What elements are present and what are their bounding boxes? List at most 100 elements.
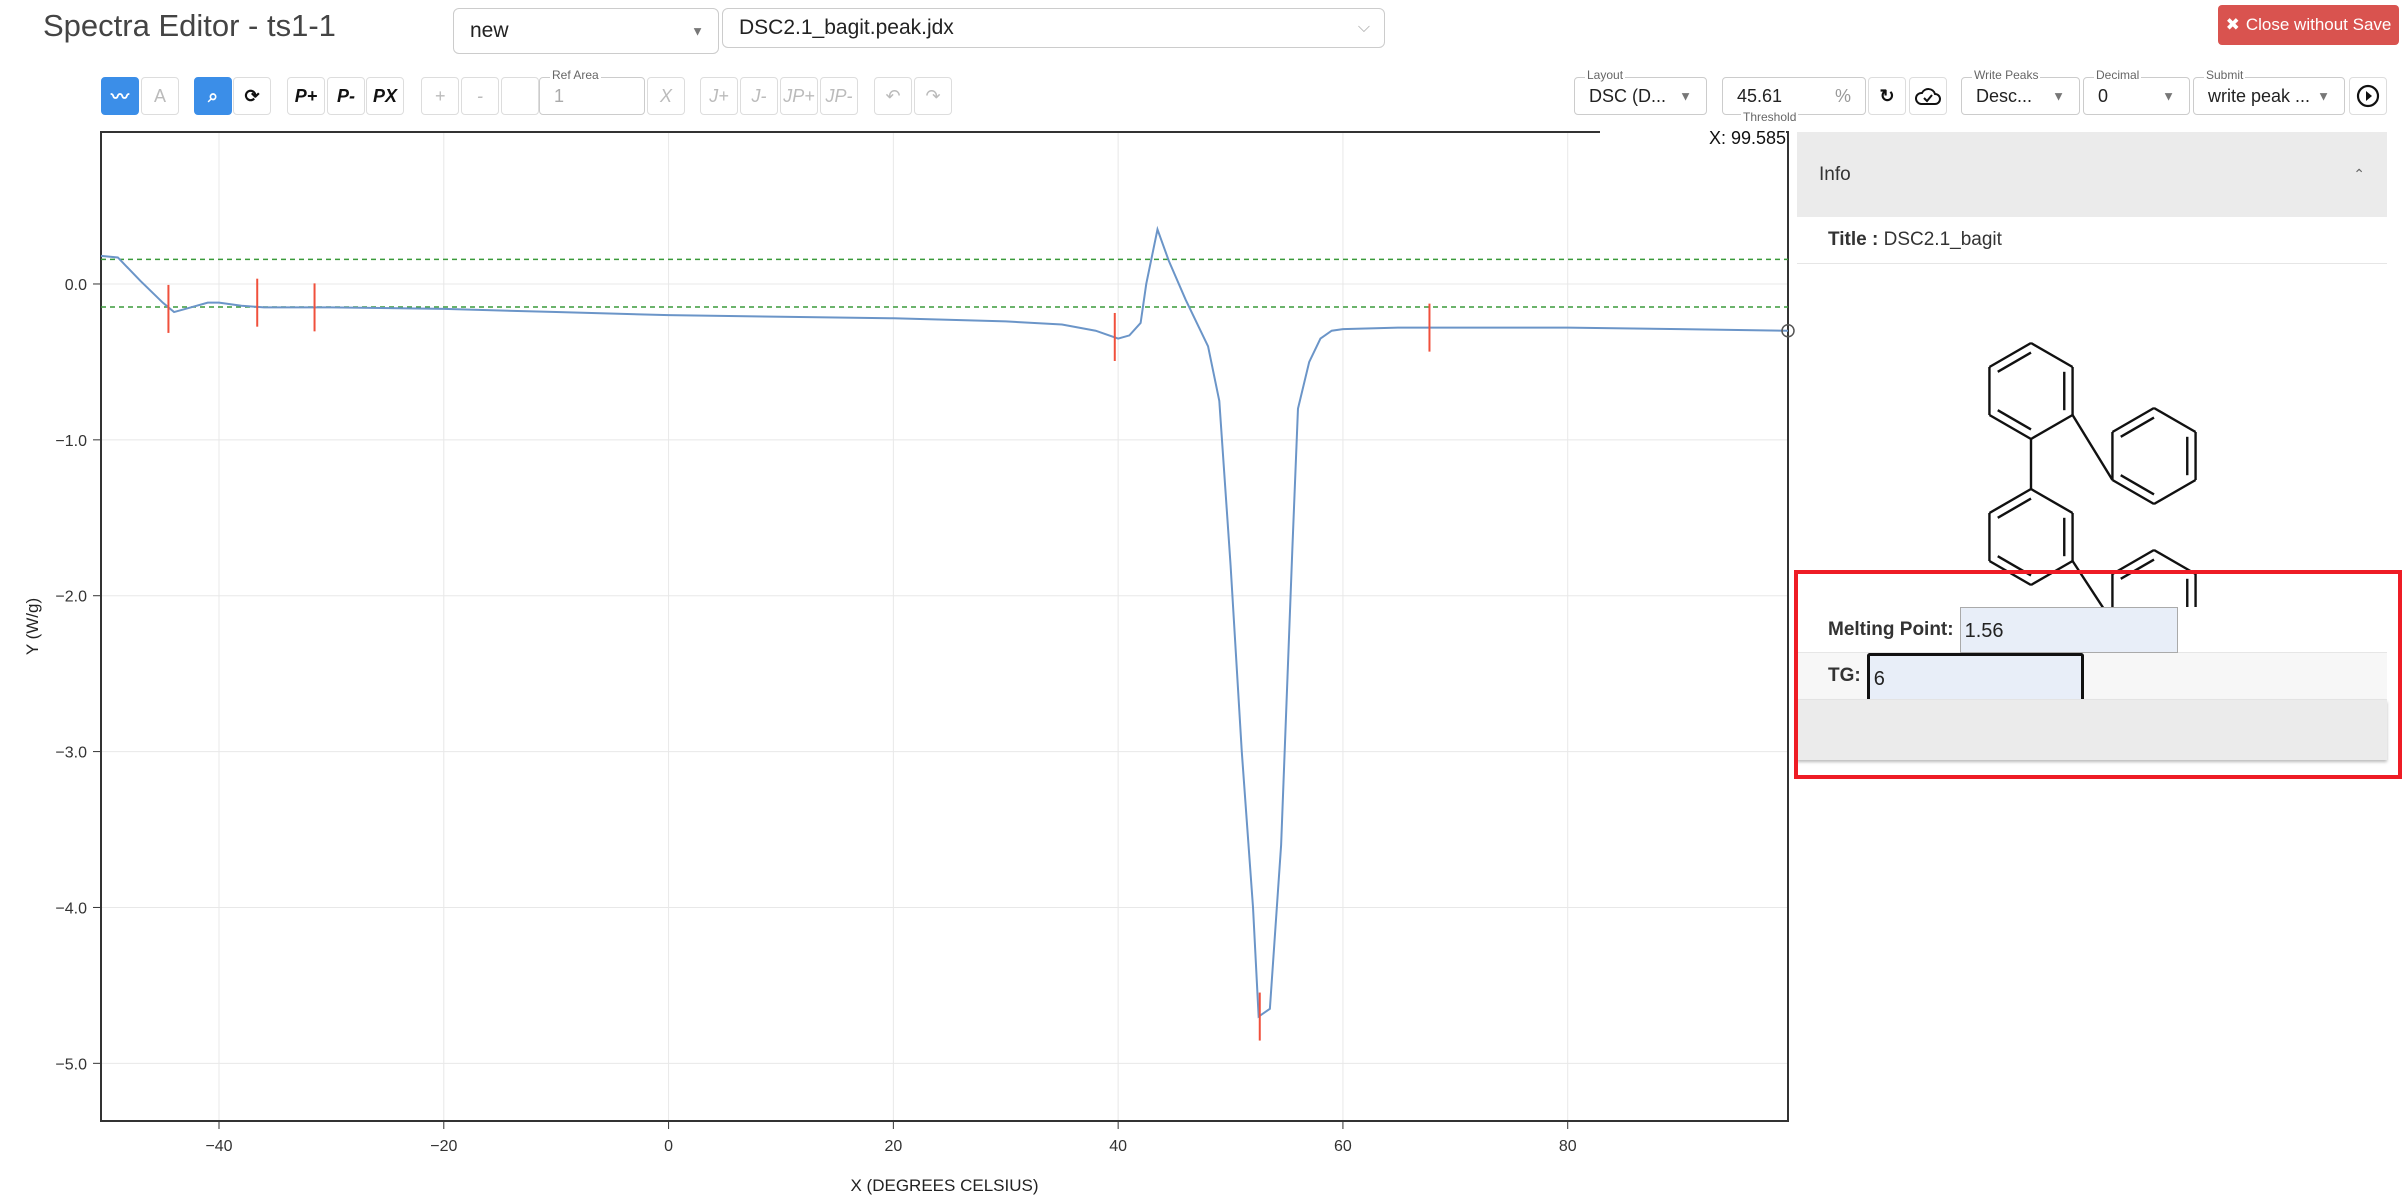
cursor-focus-icon xyxy=(1781,323,1795,338)
threshold-input[interactable]: 45.61% Threshold xyxy=(1722,77,1866,124)
add-multiplet-button[interactable]: J+ xyxy=(700,77,738,115)
line-view-button[interactable]: 〰 xyxy=(101,77,139,115)
file-select[interactable]: DSC2.1_bagit.peak.jdx ⌵ xyxy=(722,8,1385,48)
title-row: Title : DSC2.1_bagit xyxy=(1797,217,2387,264)
y-tick-label: −2.0 xyxy=(55,589,87,606)
zoom-button[interactable]: ⌕ xyxy=(194,77,232,115)
title-value: DSC2.1_bagit xyxy=(1883,229,2002,250)
bond xyxy=(2111,406,2155,434)
info-panel: Info ⌃ Title : DSC2.1_bagit Melting Point… xyxy=(1797,132,2387,760)
plot-frame xyxy=(100,131,1789,1122)
caret-down-icon: ▼ xyxy=(691,23,704,39)
clear-integration-button[interactable]: X xyxy=(647,77,685,115)
operation-select[interactable]: new ▼ xyxy=(453,8,719,54)
y-axis-label: Y (W/g) xyxy=(23,598,42,655)
button-label: P- xyxy=(337,85,355,106)
button-label: P+ xyxy=(294,85,318,106)
highlight-box xyxy=(1794,570,2402,779)
x-tick-label: 40 xyxy=(1109,1138,1127,1155)
reset-zoom-button[interactable]: ⟳ xyxy=(233,77,271,115)
melting-point-label: Melting Point: xyxy=(1828,618,1954,640)
bond xyxy=(2120,558,2155,580)
spectrum-chart[interactable]: −40 −20 0 20 40 60 80 0.0 −1.0 −2.0 −3.0 −4.0 −5.0 X … xyxy=(0,0,1795,1204)
redo-button[interactable]: ↷ xyxy=(914,77,952,115)
submit-value: write peak ... xyxy=(2208,85,2311,106)
tg-row: TG: 6 xyxy=(1797,653,2387,700)
layout-select[interactable]: Layout DSC (D... ▼ xyxy=(1574,68,1707,115)
x-tick-label: 60 xyxy=(1334,1138,1352,1155)
y-tick-label: −4.0 xyxy=(55,900,87,917)
remove-multiplet-button[interactable]: J- xyxy=(740,77,778,115)
button-label: J+ xyxy=(709,85,729,106)
annotate-button[interactable]: A xyxy=(141,77,179,115)
zoom-reset-icon: ⟳ xyxy=(244,85,260,106)
layout-label: Layout xyxy=(1585,68,1626,82)
button-label: PX xyxy=(372,85,397,106)
close-button-label: Close without Save xyxy=(2245,15,2392,34)
tg-label: TG: xyxy=(1828,665,1861,686)
y-tick-label: −3.0 xyxy=(55,745,87,762)
molecule-image xyxy=(1988,341,2197,648)
bond xyxy=(1997,409,2032,431)
button-label: X xyxy=(659,85,672,106)
remove-peak-button[interactable]: P- xyxy=(327,77,365,115)
close-without-save-button[interactable]: ✖ Close without Save xyxy=(2218,5,2399,45)
submit-button[interactable] xyxy=(2349,77,2387,115)
redo-icon: ↷ xyxy=(925,85,941,106)
ref-area-value: 1 xyxy=(554,85,565,106)
add-peak-button[interactable]: P+ xyxy=(287,77,325,115)
peak-label-icon: A xyxy=(153,85,166,106)
threshold-unit: % xyxy=(1834,85,1851,106)
clear-peaks-button[interactable]: PX xyxy=(366,77,404,115)
add-integration-button[interactable]: + xyxy=(421,77,459,115)
remove-integration-button[interactable]: - xyxy=(461,77,499,115)
tg-input[interactable]: 6 xyxy=(1866,653,2084,699)
caret-down-icon: ▼ xyxy=(2317,88,2330,104)
x-tick-label: −40 xyxy=(205,1138,232,1155)
bond xyxy=(1988,487,2032,515)
bond xyxy=(1988,413,2032,441)
bond xyxy=(2030,413,2074,441)
file-select-value: DSC2.1_bagit.peak.jdx xyxy=(739,16,954,39)
bond xyxy=(2153,406,2197,434)
integration-blank-button[interactable] xyxy=(501,77,539,115)
ref-area-input[interactable]: Ref Area 1 xyxy=(539,68,645,115)
bond xyxy=(2120,474,2155,496)
info-header[interactable]: Info ⌃ xyxy=(1797,132,2387,217)
submit-select[interactable]: Submit write peak ... ▼ xyxy=(2193,68,2345,115)
button-label: JP+ xyxy=(783,85,815,106)
play-circle-icon xyxy=(2356,84,2380,108)
page-title: Spectra Editor - ts1-1 xyxy=(43,8,336,43)
x-tick-label: −20 xyxy=(430,1138,457,1155)
title-label: Title : xyxy=(1828,229,1879,250)
remove-multiplet-peak-button[interactable]: JP- xyxy=(820,77,858,115)
cursor-readout: X: 99.585 xyxy=(1600,128,1786,149)
y-tick-label: −1.0 xyxy=(55,433,87,450)
x-tick-label: 0 xyxy=(664,1138,673,1155)
ref-area-label: Ref Area xyxy=(550,68,601,82)
bond xyxy=(1997,497,2032,519)
undo-button[interactable]: ↶ xyxy=(874,77,912,115)
add-multiplet-peak-button[interactable]: JP+ xyxy=(780,77,818,115)
refresh-threshold-button[interactable]: ↻ xyxy=(1868,77,1906,115)
button-label: + xyxy=(434,85,446,106)
write-peaks-select[interactable]: Write Peaks Desc... ▼ xyxy=(1961,68,2080,115)
zoom-in-icon: ⌕ xyxy=(207,85,219,106)
bond xyxy=(2030,341,2074,369)
y-tick-label: 0.0 xyxy=(65,277,87,294)
molecule-structure xyxy=(1797,264,2387,648)
x-axis-label: X (DEGREES CELSIUS) xyxy=(851,1176,1039,1195)
bond xyxy=(2111,478,2155,506)
save-cloud-button[interactable] xyxy=(1909,77,1947,115)
bond xyxy=(2030,487,2074,515)
button-label: JP- xyxy=(825,85,853,106)
decimal-select[interactable]: Decimal 0 ▼ xyxy=(2083,68,2190,115)
button-label: - xyxy=(477,85,483,106)
bond xyxy=(2120,416,2155,438)
bond xyxy=(1988,341,2032,369)
write-peaks-value: Desc... xyxy=(1976,85,2033,106)
caret-down-icon: ▼ xyxy=(2162,88,2175,104)
bond xyxy=(2071,414,2114,481)
refresh-icon: ↻ xyxy=(1879,85,1895,106)
melting-point-input[interactable]: 1.56 xyxy=(1959,606,2178,653)
